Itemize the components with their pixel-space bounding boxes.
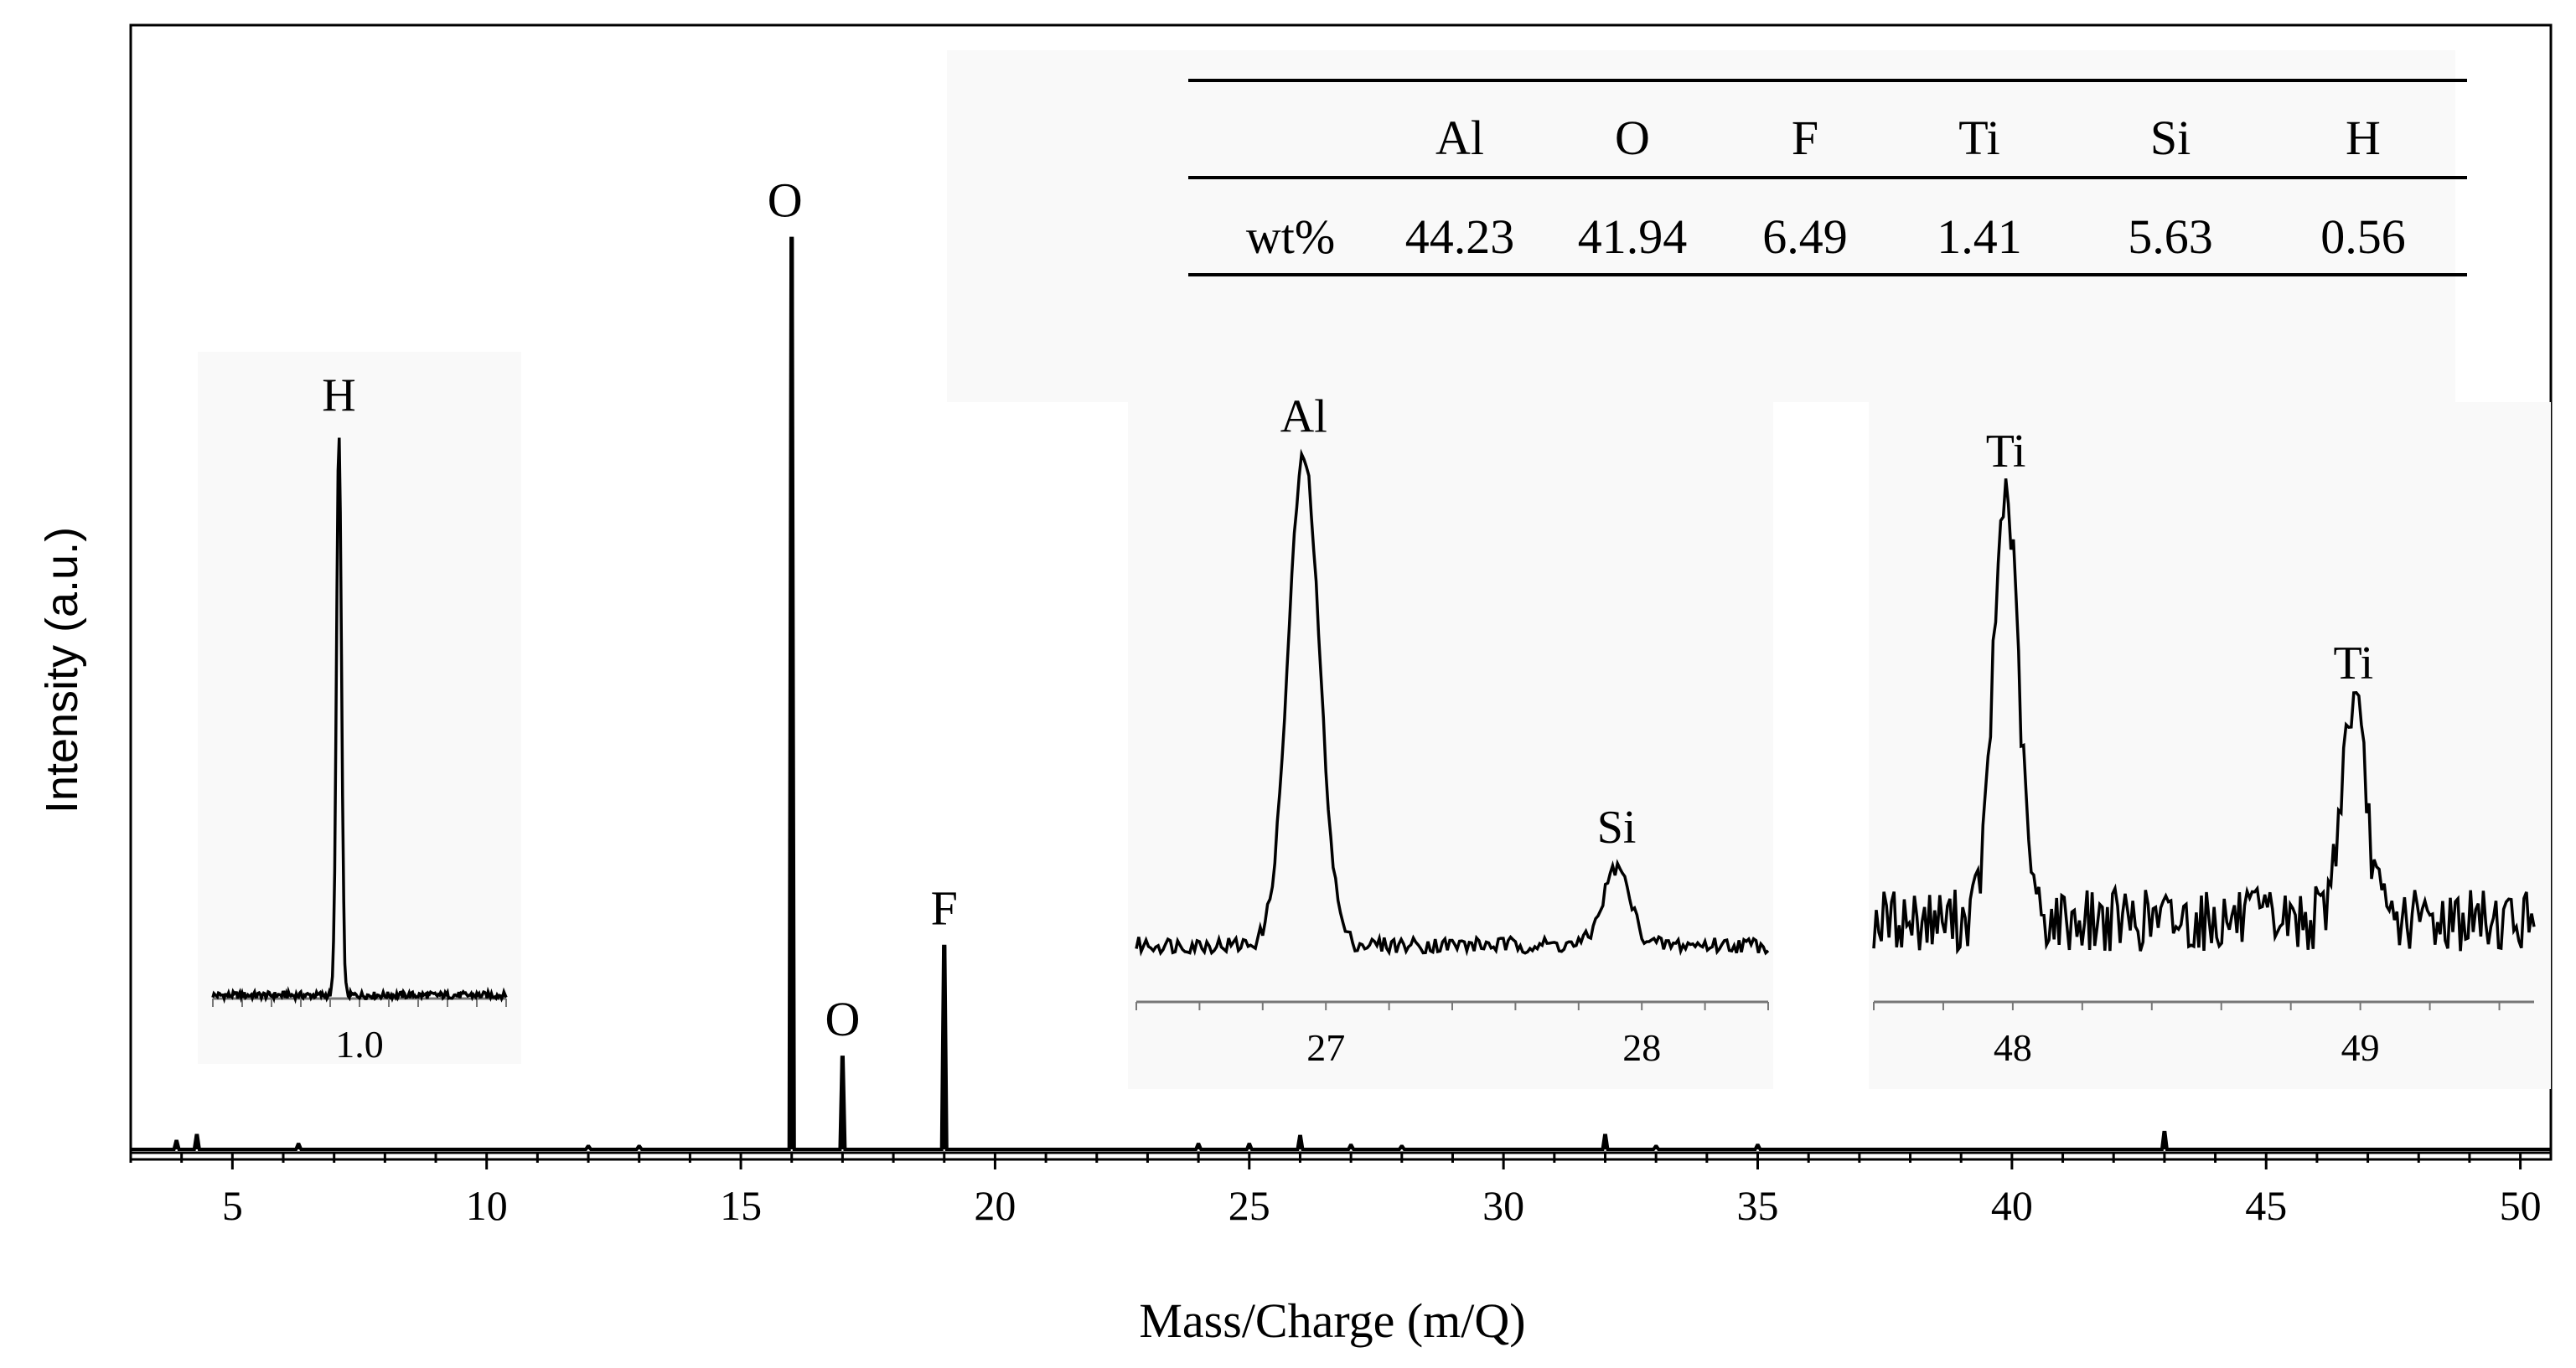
x-tick-label: 25 (1229, 1182, 1270, 1229)
x-tick-label: 5 (222, 1182, 243, 1229)
x-tick-label: 50 (2500, 1182, 2542, 1229)
inset-alsi-background (1128, 360, 1773, 1089)
inset-peak-label: Ti (2333, 638, 2373, 689)
peak-label: F (931, 881, 958, 936)
inset-peak-label: Ti (1986, 426, 2026, 478)
inset-ti-background (1869, 402, 2551, 1089)
inset-tick-label: 49 (2341, 1026, 2380, 1069)
inset-spectrum-line (1135, 448, 1770, 957)
spectrum-series (131, 236, 2551, 1151)
composition-table: wt% Al O F Ti Si H 44.23 41.94 6.49 1.41 5.63 0.56 (1188, 79, 2467, 276)
x-tick-label: 35 (1737, 1182, 1779, 1229)
inset-spectrum-line (211, 437, 508, 1004)
inset-hydrogen: 1.0 H (211, 369, 508, 1066)
table-value-cell: 1.41 (1937, 209, 2022, 264)
x-axis-ticks (129, 1153, 2522, 1169)
table-header-cell: O (1615, 111, 1650, 165)
inset-tick-label: 28 (1622, 1026, 1661, 1069)
inset-tick-label: 48 (1994, 1026, 2032, 1069)
table-header-cell: Ti (1958, 111, 2000, 165)
table-header-cell: Al (1435, 111, 1484, 165)
table-value-cell: 44.23 (1405, 209, 1515, 264)
x-tick-label: 15 (720, 1182, 762, 1229)
table-row-label: wt% (1246, 209, 1335, 264)
x-tick-label: 10 (466, 1182, 508, 1229)
table-value-cell: 6.49 (1762, 209, 1848, 264)
x-tick-labels: 5 10 15 20 25 30 35 40 45 50 (222, 1182, 2542, 1229)
peak-annotations: O O F (768, 173, 958, 1047)
inset-h-background (198, 352, 521, 1064)
inset-tick-label: 27 (1306, 1026, 1345, 1069)
x-tick-label: 45 (2245, 1182, 2287, 1229)
table-background (947, 50, 2455, 402)
table-header-cell: H (2346, 111, 2381, 165)
peak-label: O (825, 992, 860, 1046)
peak-label: O (768, 173, 803, 228)
inset-peak-label: Al (1280, 391, 1327, 443)
x-tick-label: 30 (1482, 1182, 1524, 1229)
inset-peak-label: H (322, 369, 355, 421)
table-header-cell: Si (2150, 111, 2191, 165)
table-header-cell: F (1792, 111, 1818, 165)
inset-spectrum-line (1872, 478, 2536, 955)
table-value-cell: 5.63 (2128, 209, 2213, 264)
table-value-cell: 41.94 (1578, 209, 1688, 264)
y-axis-label: Intensity (a.u.) (37, 527, 87, 813)
inset-peak-label: Si (1597, 802, 1637, 854)
inset-aluminum-silicon: 27 28 Al Si (1135, 391, 1770, 1069)
table-value-cell: 0.56 (2320, 209, 2406, 264)
x-axis-label: Mass/Charge (m/Q) (1139, 1293, 1525, 1348)
inset-tick-label: 1.0 (335, 1023, 384, 1066)
inset-titanium: 48 49 Ti Ti (1872, 426, 2536, 1069)
x-tick-label: 40 (1991, 1182, 2033, 1229)
x-tick-label: 20 (974, 1182, 1016, 1229)
